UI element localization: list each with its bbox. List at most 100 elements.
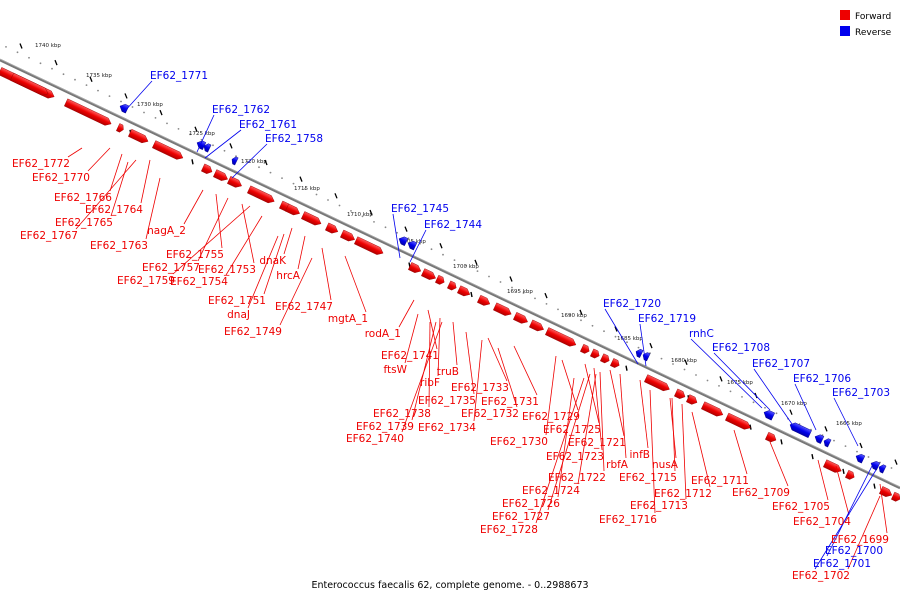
forward-gene-label[interactable]: EF62_1751 (208, 295, 266, 307)
reverse-gene-label[interactable]: EF62_1762 (212, 104, 270, 116)
forward-gene-label[interactable]: nusA (652, 459, 679, 471)
forward-gene[interactable] (213, 169, 229, 183)
forward-gene-label[interactable]: EF62_1704 (793, 516, 851, 528)
reverse-gene-label[interactable]: EF62_1708 (712, 342, 770, 354)
forward-gene[interactable] (64, 98, 113, 128)
reverse-gene-label[interactable]: EF62_1703 (832, 387, 890, 399)
forward-gene-label[interactable]: EF62_1753 (198, 264, 256, 276)
forward-gene-label[interactable]: EF62_1722 (548, 472, 606, 484)
reverse-gene-label[interactable]: rnhC (689, 328, 714, 340)
forward-gene[interactable] (600, 353, 611, 365)
forward-gene-label[interactable]: ftsW (384, 364, 408, 376)
forward-gene-label[interactable]: nagA_2 (147, 225, 186, 237)
reverse-gene[interactable] (762, 409, 776, 421)
forward-gene[interactable] (457, 285, 471, 298)
forward-gene-label[interactable]: mgtA_1 (328, 313, 368, 325)
forward-gene-label[interactable]: EF62_1732 (461, 408, 519, 420)
reverse-gene[interactable] (641, 351, 651, 362)
forward-gene-label[interactable]: EF62_1765 (55, 217, 113, 229)
forward-gene[interactable] (128, 128, 149, 145)
forward-gene[interactable] (823, 459, 843, 475)
forward-gene[interactable] (435, 274, 446, 286)
forward-gene-label[interactable]: EF62_1754 (170, 276, 228, 288)
forward-gene[interactable] (10, 72, 50, 97)
reverse-gene[interactable] (397, 235, 409, 247)
forward-gene-label[interactable]: EF62_1728 (480, 524, 538, 536)
forward-gene[interactable] (590, 348, 601, 360)
reverse-gene-label[interactable]: EF62_1720 (603, 298, 661, 310)
reverse-gene[interactable] (202, 142, 212, 153)
forward-gene-label[interactable]: EF62_1766 (54, 192, 112, 204)
reverse-gene-label[interactable]: EF62_1745 (391, 203, 449, 215)
forward-gene-label[interactable]: EF62_1705 (772, 501, 830, 513)
forward-gene[interactable] (891, 491, 900, 503)
forward-gene[interactable] (201, 163, 213, 176)
forward-gene[interactable] (580, 343, 591, 355)
forward-gene-label[interactable]: EF62_1764 (85, 204, 143, 216)
forward-gene-label[interactable]: EF62_1712 (654, 488, 712, 500)
forward-gene[interactable] (701, 401, 724, 419)
forward-gene-label[interactable]: EF62_1699 (831, 534, 889, 546)
forward-gene-label[interactable]: EF62_1767 (20, 230, 78, 242)
forward-gene[interactable] (354, 236, 385, 257)
forward-gene-label[interactable]: EF62_1763 (90, 240, 148, 252)
forward-gene-label[interactable]: EF62_1749 (224, 326, 282, 338)
forward-gene[interactable] (610, 358, 621, 369)
forward-gene[interactable] (408, 262, 422, 274)
forward-gene[interactable] (447, 280, 458, 292)
forward-gene-label[interactable]: EF62_1770 (32, 172, 90, 184)
forward-gene-label[interactable]: EF62_1772 (12, 158, 70, 170)
reverse-gene[interactable] (877, 463, 887, 474)
reverse-gene[interactable] (634, 348, 644, 358)
forward-gene[interactable] (152, 140, 184, 162)
forward-gene-label[interactable]: EF62_1755 (166, 249, 224, 261)
forward-gene[interactable] (285, 203, 301, 217)
forward-gene[interactable] (340, 229, 356, 243)
forward-gene[interactable] (674, 388, 686, 401)
forward-gene[interactable] (513, 312, 529, 325)
forward-gene[interactable] (644, 374, 671, 393)
reverse-gene-label[interactable]: EF62_1707 (752, 358, 810, 370)
forward-gene-label[interactable]: rbfA (606, 459, 629, 471)
forward-gene-label[interactable]: EF62_1731 (481, 396, 539, 408)
forward-gene-label[interactable]: rodA_1 (365, 328, 401, 340)
reverse-gene-label[interactable]: EF62_1700 (825, 545, 883, 557)
forward-gene-label[interactable]: EF62_1738 (373, 408, 431, 420)
forward-gene[interactable] (845, 469, 856, 481)
forward-gene[interactable] (529, 319, 545, 333)
reverse-gene[interactable] (854, 452, 866, 464)
reverse-gene-label[interactable]: EF62_1758 (265, 133, 323, 145)
forward-gene[interactable] (477, 294, 491, 307)
forward-gene[interactable] (493, 302, 513, 318)
forward-gene-label[interactable]: EF62_1734 (418, 422, 476, 434)
forward-gene-label[interactable]: EF62_1725 (543, 424, 601, 436)
reverse-gene[interactable] (788, 421, 812, 439)
forward-gene-label[interactable]: ribF (420, 377, 440, 389)
forward-gene-label[interactable]: EF62_1747 (275, 301, 333, 313)
forward-gene[interactable] (247, 185, 276, 205)
forward-gene-label[interactable]: EF62_1727 (492, 511, 550, 523)
forward-gene-label[interactable]: EF62_1709 (732, 487, 790, 499)
forward-gene-label[interactable]: EF62_1715 (619, 472, 677, 484)
forward-gene[interactable] (765, 431, 777, 444)
forward-gene[interactable] (301, 211, 322, 227)
forward-gene-label[interactable]: EF62_1711 (691, 475, 749, 487)
forward-gene[interactable] (227, 176, 243, 189)
forward-gene[interactable] (545, 327, 577, 348)
forward-gene[interactable] (116, 123, 125, 133)
forward-gene-label[interactable]: EF62_1740 (346, 433, 404, 445)
forward-gene-label[interactable]: EF62_1741 (381, 350, 439, 362)
reverse-gene[interactable] (813, 433, 825, 444)
forward-gene[interactable] (725, 412, 752, 431)
forward-gene[interactable] (325, 222, 339, 235)
reverse-gene[interactable] (822, 437, 832, 448)
reverse-gene-label[interactable]: EF62_1701 (813, 558, 871, 570)
forward-gene[interactable] (421, 268, 437, 282)
forward-gene[interactable] (879, 486, 893, 498)
reverse-gene[interactable] (406, 239, 418, 251)
forward-gene-label[interactable]: EF62_1702 (792, 570, 850, 582)
forward-gene-label[interactable]: EF62_1757 (142, 262, 200, 274)
reverse-gene-label[interactable]: EF62_1744 (424, 219, 482, 231)
forward-gene-label[interactable]: EF62_1735 (418, 395, 476, 407)
reverse-gene-label[interactable]: EF62_1719 (638, 313, 696, 325)
